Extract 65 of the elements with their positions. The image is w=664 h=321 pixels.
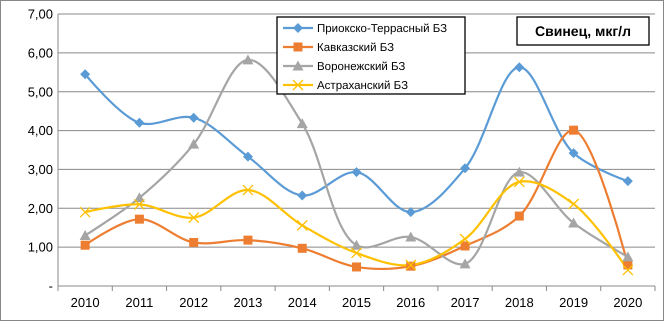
legend-label: Приокско-Террасный БЗ — [317, 23, 448, 36]
x-tick-label: 2012 — [179, 295, 208, 310]
x-tick-label: 2017 — [450, 295, 480, 310]
point — [568, 218, 580, 228]
point — [514, 212, 524, 221]
y-tick-label: 2,00 — [28, 200, 53, 216]
x-tick-label: 2014 — [288, 295, 317, 310]
legend-label: Кавказский БЗ — [317, 42, 394, 54]
point — [514, 62, 524, 72]
x-tick-label: 2013 — [233, 295, 262, 310]
point — [242, 152, 253, 162]
point — [80, 240, 90, 250]
point — [242, 54, 254, 64]
y-tick-label: 3,00 — [28, 162, 53, 177]
y-tick-label: 7,00 — [28, 6, 53, 22]
point — [622, 251, 634, 262]
point — [460, 241, 470, 250]
point — [622, 264, 634, 276]
legend-label: Астраханский БЗ — [317, 80, 408, 92]
y-tick-label: 4,00 — [28, 123, 53, 138]
point — [242, 184, 254, 196]
text: Свинец, мкг/л — [535, 22, 631, 39]
point — [405, 232, 416, 242]
point — [188, 138, 200, 149]
point — [514, 176, 525, 188]
x-tick-label: 2019 — [559, 295, 588, 310]
point — [568, 198, 580, 210]
point — [188, 212, 200, 224]
point — [406, 207, 416, 218]
y-tick-label: 1,00 — [28, 240, 53, 255]
y-tick-label: - — [48, 278, 53, 294]
point — [350, 247, 362, 259]
point — [460, 163, 470, 174]
point — [80, 69, 90, 80]
point — [189, 238, 198, 247]
point — [134, 214, 144, 224]
point — [352, 262, 361, 272]
point — [405, 259, 416, 271]
point — [352, 167, 362, 178]
x-tick-label: 2020 — [613, 295, 642, 310]
y-tick-label: 5,00 — [28, 84, 53, 100]
x-tick-label: 2018 — [504, 295, 534, 310]
point — [298, 244, 307, 253]
point — [296, 220, 308, 232]
point — [297, 190, 308, 200]
point — [460, 258, 471, 268]
y-tick-label: 6,00 — [28, 45, 53, 60]
x-tick-label: 2015 — [342, 295, 371, 310]
point — [79, 206, 91, 218]
point — [351, 240, 362, 250]
x-tick-label: 2011 — [125, 295, 154, 310]
point — [514, 166, 525, 177]
point — [80, 230, 91, 240]
point — [459, 233, 471, 245]
x-tick-label: 2016 — [396, 295, 426, 310]
point — [134, 118, 144, 128]
point — [622, 176, 633, 186]
x-tick-label: 2010 — [70, 295, 100, 310]
legend-label: Воронежский БЗ — [317, 61, 406, 74]
point — [569, 126, 578, 135]
point — [134, 198, 146, 210]
point — [296, 118, 308, 128]
point — [243, 236, 252, 245]
point — [568, 148, 579, 158]
point — [188, 112, 199, 123]
